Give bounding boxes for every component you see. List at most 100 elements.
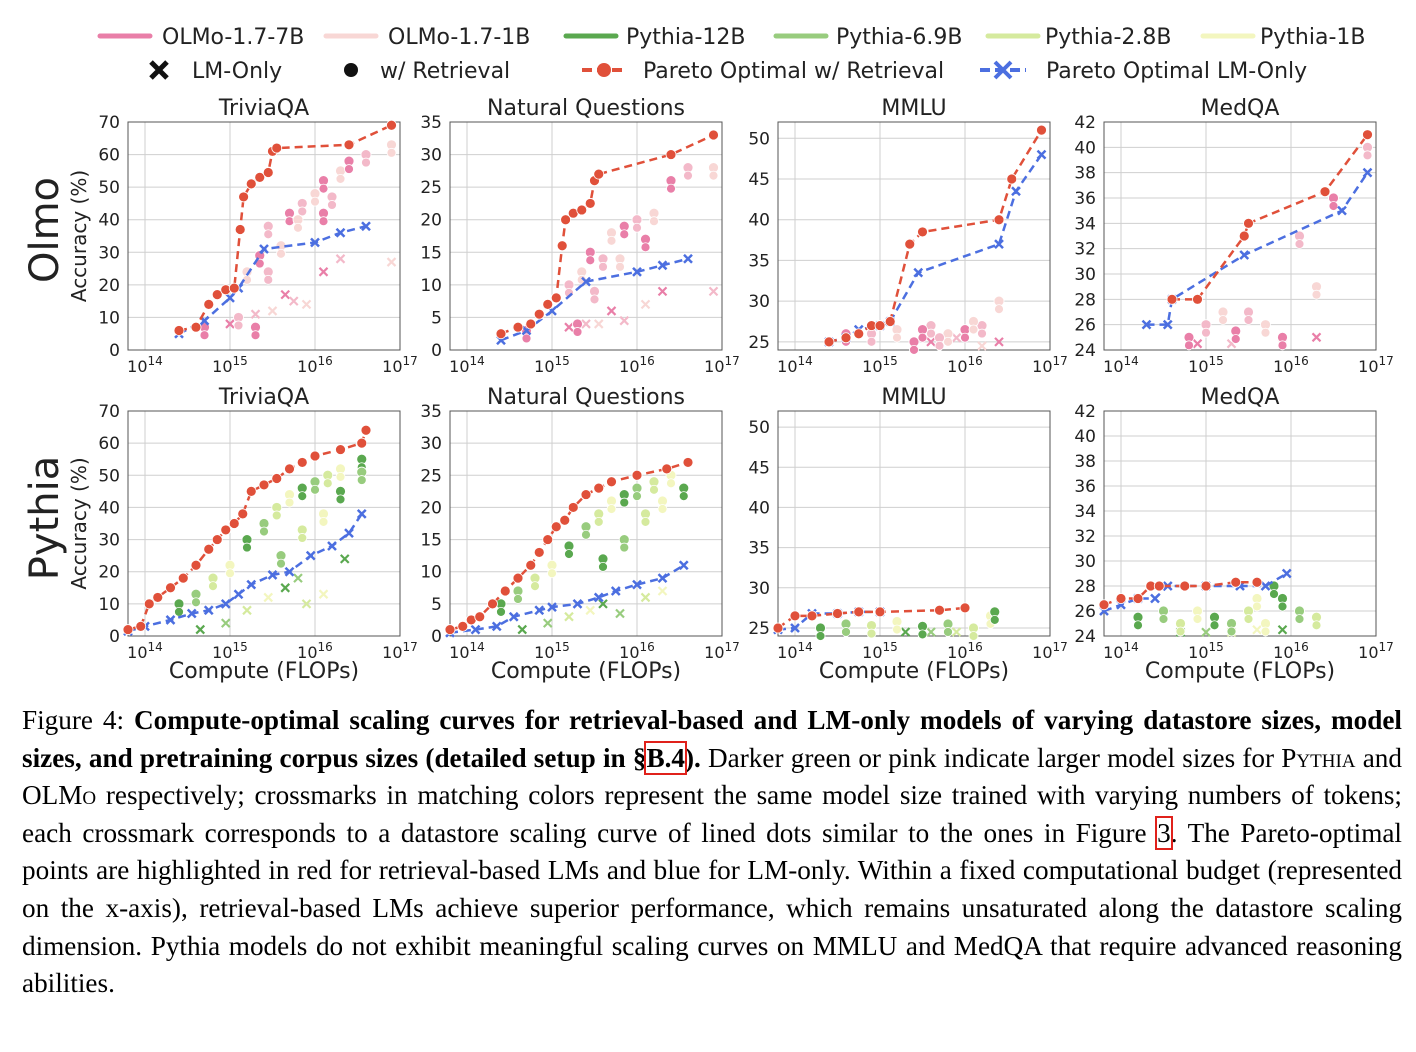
retrieval-point — [615, 261, 625, 272]
x-tick-label: 1014 — [1103, 640, 1139, 662]
retrieval-point — [1294, 614, 1305, 624]
lm-only-point — [250, 309, 261, 319]
pareto-lm-only-point — [220, 598, 231, 609]
retrieval-point — [589, 294, 600, 305]
y-tick-label: 35 — [420, 113, 442, 133]
legend-pareto-retrieval: Pareto Optimal w/ Retrieval — [582, 59, 944, 84]
x-tick-label: 1016 — [619, 640, 655, 662]
pareto-retrieval-point — [1319, 186, 1331, 198]
y-tick-label: 15 — [420, 531, 442, 551]
pareto-retrieval-point — [917, 226, 928, 238]
pareto-retrieval-point — [593, 482, 605, 494]
y-tick-label: 42 — [1074, 402, 1096, 422]
y-axis-label: Accuracy (%) — [67, 170, 91, 302]
retrieval-point — [263, 229, 274, 240]
legend-label-5: Pythia-1B — [1260, 25, 1365, 50]
retrieval-point — [521, 333, 532, 344]
legend-label-2: Pythia-12B — [626, 25, 745, 50]
pareto-retrieval-point — [874, 606, 886, 618]
pareto-retrieval-point — [296, 457, 308, 468]
pareto-retrieval-point — [556, 240, 568, 252]
x-tick-label: 1017 — [704, 354, 740, 376]
y-tick-label: 32 — [1074, 240, 1096, 260]
x-tick-label: 1017 — [704, 640, 740, 662]
retrieval-point — [1243, 614, 1254, 624]
retrieval-point — [598, 261, 608, 272]
y-tick-label: 38 — [1074, 164, 1096, 184]
retrieval-point — [598, 561, 608, 572]
retrieval-point — [297, 206, 308, 217]
pareto-retrieval-point — [708, 129, 719, 141]
panel-title: MedQA — [1201, 96, 1280, 121]
pareto-lm-only-point — [327, 541, 337, 551]
caption-link-figure[interactable]: 3 — [1155, 815, 1173, 850]
y-tick-label: 60 — [98, 434, 120, 454]
pareto-retrieval-point — [228, 282, 240, 294]
pareto-lm-only-point — [632, 579, 642, 590]
pareto-retrieval-point — [254, 171, 266, 183]
pareto-retrieval-point — [360, 424, 372, 436]
pareto-lm-only-point — [581, 276, 591, 287]
pareto-retrieval-point — [682, 457, 694, 468]
pareto-lm-only-point — [305, 550, 316, 561]
lm-only-point — [994, 337, 1004, 347]
x-tick-label: 1014 — [777, 354, 813, 376]
pareto-lm-only-point — [683, 253, 693, 264]
figure-canvas: OLMo-1.7-7B OLMo-1.7-1B Pythia-12B Pythia-6… — [22, 25, 1394, 684]
y-tick-label: 15 — [420, 243, 442, 263]
retrieval-point — [666, 478, 676, 489]
retrieval-point — [1311, 289, 1322, 300]
retrieval-point — [208, 581, 218, 592]
caption-olmo: OLMo — [22, 780, 97, 811]
y-tick-label: 5 — [431, 308, 442, 328]
x-tick-label: 1014 — [127, 640, 163, 662]
lm-only-point — [640, 592, 651, 603]
retrieval-point — [318, 516, 329, 527]
pareto-retrieval-point — [567, 502, 579, 513]
pareto-retrieval-point — [237, 508, 249, 520]
y-tick-label: 40 — [98, 211, 120, 231]
pareto-lm-only-point — [1150, 593, 1160, 604]
legend-label-0: OLMo-1.7-7B — [162, 25, 304, 50]
pareto-retrieval-line — [127, 429, 368, 631]
pareto-retrieval-point — [271, 473, 283, 484]
retrieval-point — [1252, 601, 1262, 612]
legend-pareto-lm-only: Pareto Optimal LM-Only — [980, 59, 1307, 84]
retrieval-point — [1269, 589, 1279, 599]
caption-link-section[interactable]: B.4 — [644, 740, 687, 775]
retrieval-point — [581, 529, 591, 540]
retrieval-point — [335, 173, 346, 184]
pareto-retrieval-point — [143, 598, 155, 610]
pareto-retrieval-point — [356, 437, 368, 449]
pareto-lm-only-point — [534, 605, 545, 616]
retrieval-point — [968, 324, 979, 335]
y-tick-label: 10 — [98, 308, 120, 328]
legend-retrieval: w/ Retrieval — [344, 59, 510, 84]
panel-pythia-mmlu: 25 30 35 40 45 50 1014 1015 1016 1017 MMLU Compute … — [748, 385, 1067, 684]
pareto-lm-only-point — [1337, 205, 1347, 216]
retrieval-point — [943, 336, 953, 347]
retrieval-point — [1294, 239, 1305, 249]
lm-only-point — [926, 627, 936, 637]
pareto-retrieval-point — [533, 308, 545, 320]
lm-only-point — [708, 286, 719, 297]
pareto-retrieval-point — [499, 585, 511, 597]
y-tick-label: 5 — [431, 595, 442, 615]
x-tick-label: 1014 — [449, 354, 485, 376]
legend-label-lm-only: LM-Only — [192, 59, 282, 84]
y-tick-label: 36 — [1074, 477, 1096, 497]
x-tick-label: 1015 — [1188, 354, 1224, 376]
retrieval-point — [284, 216, 295, 227]
pareto-retrieval-point — [1115, 593, 1127, 604]
retrieval-point — [259, 526, 269, 537]
x-tick-label: 1015 — [862, 640, 898, 662]
y-tick-label: 40 — [748, 211, 770, 231]
y-tick-label: 28 — [1074, 290, 1096, 310]
pareto-retrieval-point — [190, 321, 202, 333]
caption-bold-title: Compute-optimal scaling curves for retri… — [22, 705, 1402, 775]
lm-only-point — [339, 554, 350, 564]
retrieval-point — [242, 542, 252, 553]
lm-only-point — [598, 599, 608, 609]
pareto-lm-only-point — [1281, 568, 1292, 579]
